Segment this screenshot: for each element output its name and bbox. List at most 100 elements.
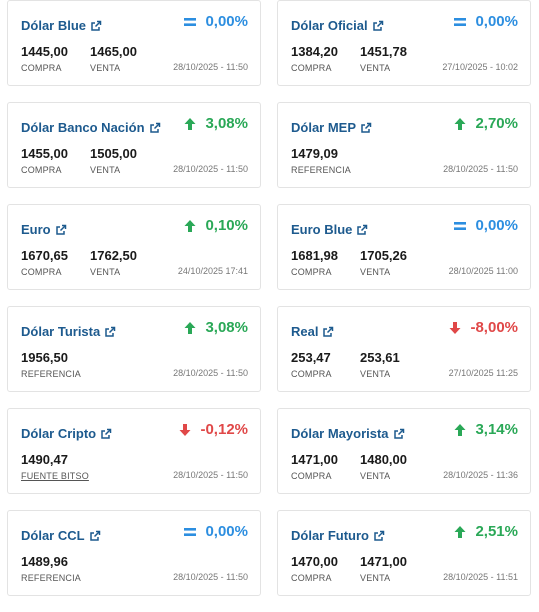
timestamp: 28/10/2025 - 11:50 — [173, 62, 248, 72]
change-indicator: 2,70% — [453, 115, 518, 132]
label-compra: COMPRA — [21, 267, 62, 277]
card-title-link[interactable]: Dólar Blue — [21, 18, 102, 33]
timestamp: 28/10/2025 11:00 — [448, 266, 518, 276]
change-percent: 0,10% — [205, 217, 248, 234]
card-title: Dólar Blue — [21, 18, 87, 33]
value-venta: 1762,50 — [90, 248, 137, 263]
value-compra: 1445,00 — [21, 44, 68, 59]
card-euro: Euro 0,10% 1670,65 COMPRA 1762,50 VENTA 24/10/… — [7, 204, 261, 290]
card-dolar-banco-nacion: Dólar Banco Nación 3,08% 1455,00 COMPRA 1505… — [7, 102, 261, 188]
value-venta: 1505,00 — [90, 146, 137, 161]
card-title-link[interactable]: Dólar MEP — [291, 120, 372, 135]
timestamp: 24/10/2025 17:41 — [177, 266, 248, 276]
card-title-link[interactable]: Dólar Mayorista — [291, 426, 405, 441]
external-link-icon — [89, 530, 101, 542]
label-compra: COMPRA — [291, 369, 332, 379]
equal-icon — [183, 525, 197, 539]
value-referencia: 1479,09 — [291, 146, 338, 161]
change-percent: 0,00% — [475, 13, 518, 30]
external-link-icon — [372, 20, 384, 32]
timestamp: 28/10/2025 - 11:50 — [173, 572, 248, 582]
card-title: Euro — [21, 222, 51, 237]
label-fuente-bitso[interactable]: FUENTE BITSO — [21, 471, 89, 481]
change-indicator: 0,10% — [183, 217, 248, 234]
change-indicator: -0,12% — [178, 421, 248, 438]
card-title: Dólar MEP — [291, 120, 357, 135]
label-referencia: REFERENCIA — [291, 165, 352, 175]
equal-icon — [453, 15, 467, 29]
change-percent: 2,51% — [475, 523, 518, 540]
label-referencia: REFERENCIA — [21, 573, 82, 583]
external-link-icon — [373, 530, 385, 542]
card-title: Dólar Oficial — [291, 18, 368, 33]
arrow-up-icon — [453, 423, 467, 437]
card-euro-blue: Euro Blue 0,00% 1681,98 COMPRA 1705,26 VENTA 2… — [277, 204, 531, 290]
label-venta: VENTA — [360, 471, 391, 481]
label-venta: VENTA — [360, 369, 391, 379]
value-referencia: 1956,50 — [21, 350, 68, 365]
card-title-link[interactable]: Dólar Futuro — [291, 528, 385, 543]
change-percent: 3,14% — [475, 421, 518, 438]
value-venta: 1451,78 — [360, 44, 407, 59]
card-dolar-mep: Dólar MEP 2,70% 1479,09 REFERENCIA 28/10/202… — [277, 102, 531, 188]
card-title-link[interactable]: Dólar Banco Nación — [21, 120, 161, 135]
card-title-link[interactable]: Euro — [21, 222, 67, 237]
card-title-link[interactable]: Dólar Oficial — [291, 18, 384, 33]
card-title: Euro Blue — [291, 222, 353, 237]
change-indicator: 0,00% — [183, 523, 248, 540]
card-dolar-oficial: Dólar Oficial 0,00% 1384,20 COMPRA 1451,78 VE… — [277, 0, 531, 86]
change-percent: 0,00% — [475, 217, 518, 234]
change-indicator: 0,00% — [453, 13, 518, 30]
card-dolar-ccl: Dólar CCL 0,00% 1489,96 REFERENCIA 28/10/202… — [7, 510, 261, 596]
label-venta: VENTA — [360, 573, 391, 583]
timestamp: 28/10/2025 - 11:50 — [173, 368, 248, 378]
change-percent: 3,08% — [205, 319, 248, 336]
arrow-up-icon — [183, 321, 197, 335]
external-link-icon — [356, 224, 368, 236]
arrow-up-icon — [183, 219, 197, 233]
change-indicator: 2,51% — [453, 523, 518, 540]
card-title-link[interactable]: Dólar Turista — [21, 324, 116, 339]
card-dolar-blue: Dólar Blue 0,00% 1445,00 COMPRA 1465,00 VENTA… — [7, 0, 261, 86]
change-percent: -8,00% — [470, 319, 518, 336]
label-venta: VENTA — [360, 267, 391, 277]
change-percent: 0,00% — [205, 13, 248, 30]
change-indicator: 3,08% — [183, 115, 248, 132]
card-dolar-futuro: Dólar Futuro 2,51% 1470,00 COMPRA 1471,00 VEN… — [277, 510, 531, 596]
card-dolar-turista: Dólar Turista 3,08% 1956,50 REFERENCIA 28/10… — [7, 306, 261, 392]
label-venta: VENTA — [90, 267, 121, 277]
arrow-up-icon — [183, 117, 197, 131]
label-compra: COMPRA — [21, 63, 62, 73]
value-compra: 1670,65 — [21, 248, 68, 263]
arrow-down-icon — [448, 321, 462, 335]
arrow-up-icon — [453, 525, 467, 539]
value-compra: 1681,98 — [291, 248, 338, 263]
change-indicator: 0,00% — [453, 217, 518, 234]
label-compra: COMPRA — [21, 165, 62, 175]
change-indicator: 0,00% — [183, 13, 248, 30]
card-title-link[interactable]: Dólar CCL — [21, 528, 101, 543]
value-fuente-bitso: 1490,47 — [21, 452, 68, 467]
card-title-link[interactable]: Euro Blue — [291, 222, 368, 237]
external-link-icon — [149, 122, 161, 134]
label-compra: COMPRA — [291, 573, 332, 583]
value-venta: 1480,00 — [360, 452, 407, 467]
value-compra: 1471,00 — [291, 452, 338, 467]
external-link-icon — [104, 326, 116, 338]
label-venta: VENTA — [90, 165, 121, 175]
value-compra: 253,47 — [291, 350, 331, 365]
card-title-link[interactable]: Dólar Cripto — [21, 426, 112, 441]
timestamp: 28/10/2025 - 11:50 — [173, 164, 248, 174]
external-link-icon — [322, 326, 334, 338]
change-percent: -0,12% — [200, 421, 248, 438]
card-title: Real — [291, 324, 319, 339]
label-compra: COMPRA — [291, 471, 332, 481]
value-venta: 1465,00 — [90, 44, 137, 59]
change-indicator: 3,14% — [453, 421, 518, 438]
timestamp: 28/10/2025 - 11:36 — [443, 470, 518, 480]
card-title: Dólar Mayorista — [291, 426, 389, 441]
card-title: Dólar Cripto — [21, 426, 97, 441]
card-title-link[interactable]: Real — [291, 324, 334, 339]
label-compra: COMPRA — [291, 63, 332, 73]
